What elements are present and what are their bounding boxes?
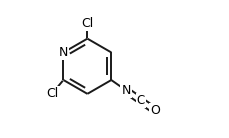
Text: Cl: Cl — [46, 87, 58, 100]
Text: C: C — [136, 94, 144, 107]
Text: N: N — [59, 46, 68, 59]
Text: N: N — [121, 84, 130, 97]
Text: O: O — [150, 104, 160, 117]
Text: Cl: Cl — [81, 17, 93, 30]
